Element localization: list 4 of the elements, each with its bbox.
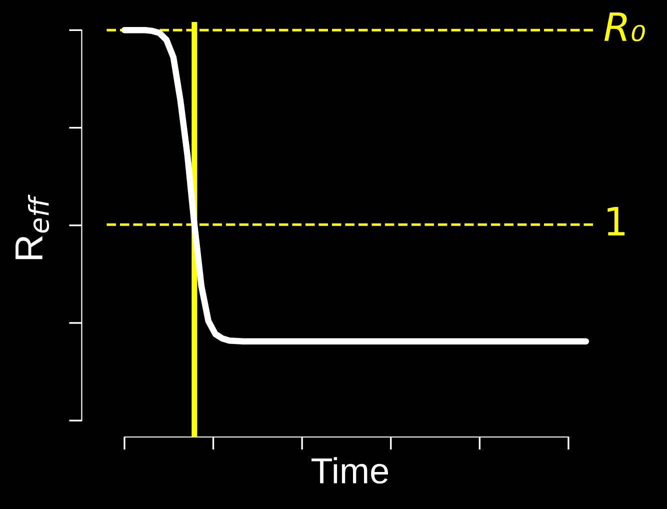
x-axis-title: Time bbox=[312, 457, 388, 484]
y-axis-title: R$_{eff}$ bbox=[16, 194, 50, 260]
ref-line-label: R₀ bbox=[604, 12, 645, 42]
ref-line-label: 1 bbox=[608, 206, 625, 236]
